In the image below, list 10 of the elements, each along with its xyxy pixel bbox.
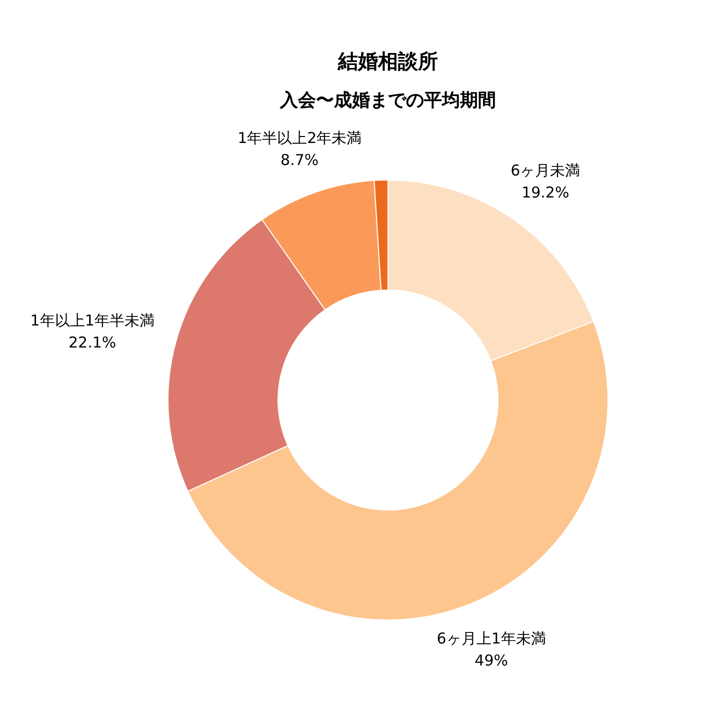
slice-label: 6ヶ月未満 xyxy=(510,161,580,180)
chart-title: 結婚相談所 xyxy=(337,49,438,73)
chart-subtitle: 入会〜成婚までの平均期間 xyxy=(279,90,496,111)
slice-label: 1年以上1年半未満 xyxy=(30,311,154,330)
data-label: 19.2% xyxy=(522,183,570,202)
slice-label: 1年半以上2年未満 xyxy=(238,129,362,147)
slice-label: 6ヶ月上1年未満 xyxy=(436,629,546,648)
data-label: 8.7% xyxy=(280,151,319,169)
data-label: 49% xyxy=(474,651,508,670)
data-label: 22.1% xyxy=(68,333,116,352)
